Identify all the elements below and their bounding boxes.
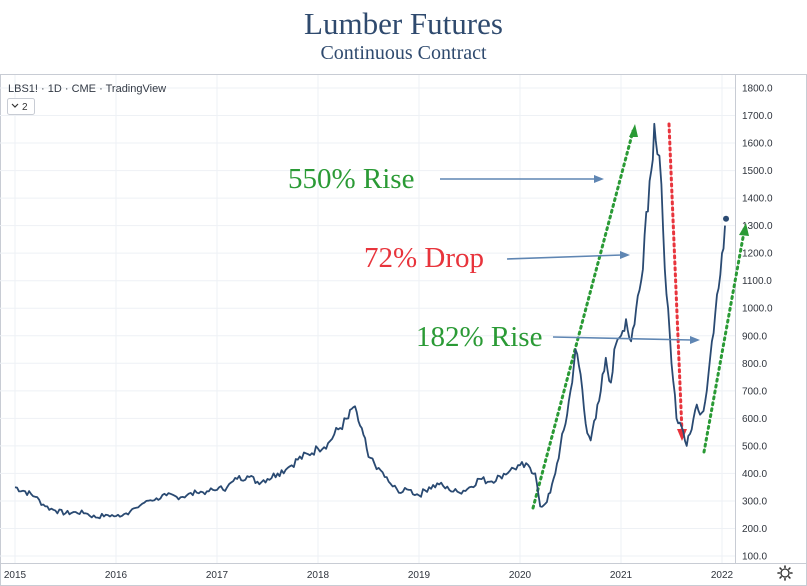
annotation-rise-550: 550% Rise	[288, 163, 414, 195]
collapse-toggle[interactable]: 2	[7, 98, 35, 115]
rise-182-trend-line	[702, 230, 746, 454]
y-tick-label: 100.0	[742, 552, 767, 563]
rise-550-trend-line	[531, 129, 635, 510]
gear-icon[interactable]	[777, 565, 793, 581]
y-tick-label: 1100.0	[742, 276, 772, 287]
rise-550-pointer-head	[594, 175, 604, 183]
time-axis-ticks: 2015 2016 2017 2018 2019 2020 2021 2022	[4, 570, 734, 581]
drop-72-pointer	[506, 254, 623, 260]
y-tick-label: 1400.0	[742, 194, 773, 205]
chart-subtitle: Continuous Contract	[320, 42, 487, 64]
grid-lines	[0, 75, 735, 563]
annotation-rise-182: 182% Rise	[416, 321, 542, 353]
annotation-pointers	[440, 175, 700, 344]
trend-arrows	[531, 122, 749, 510]
chevron-down-icon	[11, 103, 19, 108]
y-tick-label: 700.0	[742, 386, 767, 397]
y-tick-label: 200.0	[742, 524, 767, 535]
y-tick-label: 500.0	[742, 441, 767, 452]
drop-72-arrowhead	[677, 429, 687, 441]
y-tick-label: 800.0	[742, 359, 767, 370]
last-price-dot	[723, 215, 730, 222]
drop-72-trend-line	[667, 122, 684, 434]
x-tick-label: 2020	[509, 570, 532, 581]
y-tick-label: 1000.0	[742, 304, 773, 315]
y-tick-label: 400.0	[742, 469, 767, 480]
rise-182-pointer	[552, 336, 693, 341]
collapse-count: 2	[22, 102, 28, 113]
x-tick-label: 2015	[4, 570, 27, 581]
symbol-info: LBS1! · 1D · CME · TradingView	[8, 83, 166, 95]
y-tick-label: 1200.0	[742, 249, 773, 260]
annotation-drop-72: 72% Drop	[364, 242, 484, 274]
drop-72-pointer-head	[620, 251, 630, 259]
rise-550-arrowhead	[629, 124, 638, 137]
y-tick-label: 600.0	[742, 414, 767, 425]
y-tick-label: 900.0	[742, 331, 767, 342]
x-tick-label: 2019	[408, 570, 431, 581]
y-tick-label: 1800.0	[742, 84, 773, 95]
y-tick-label: 300.0	[742, 496, 767, 507]
x-tick-label: 2018	[307, 570, 330, 581]
collapse-toggle-box[interactable]	[7, 98, 35, 115]
rise-182-arrowhead	[739, 223, 749, 236]
y-tick-label: 1700.0	[742, 111, 773, 122]
x-tick-label: 2017	[206, 570, 229, 581]
price-series-line	[14, 122, 726, 520]
x-tick-label: 2021	[610, 570, 633, 581]
y-tick-label: 1500.0	[742, 166, 773, 177]
x-tick-label: 2016	[105, 570, 128, 581]
chart-frame	[0, 74, 807, 586]
x-tick-label: 2022	[711, 570, 734, 581]
y-tick-label: 1600.0	[742, 139, 773, 150]
price-axis-ticks: 100.0 200.0 300.0 400.0 500.0 600.0 700.0 800.0…	[742, 84, 773, 563]
chart-title: Lumber Futures	[304, 6, 503, 41]
y-tick-label: 1300.0	[742, 221, 773, 232]
rise-182-pointer-head	[690, 336, 700, 344]
